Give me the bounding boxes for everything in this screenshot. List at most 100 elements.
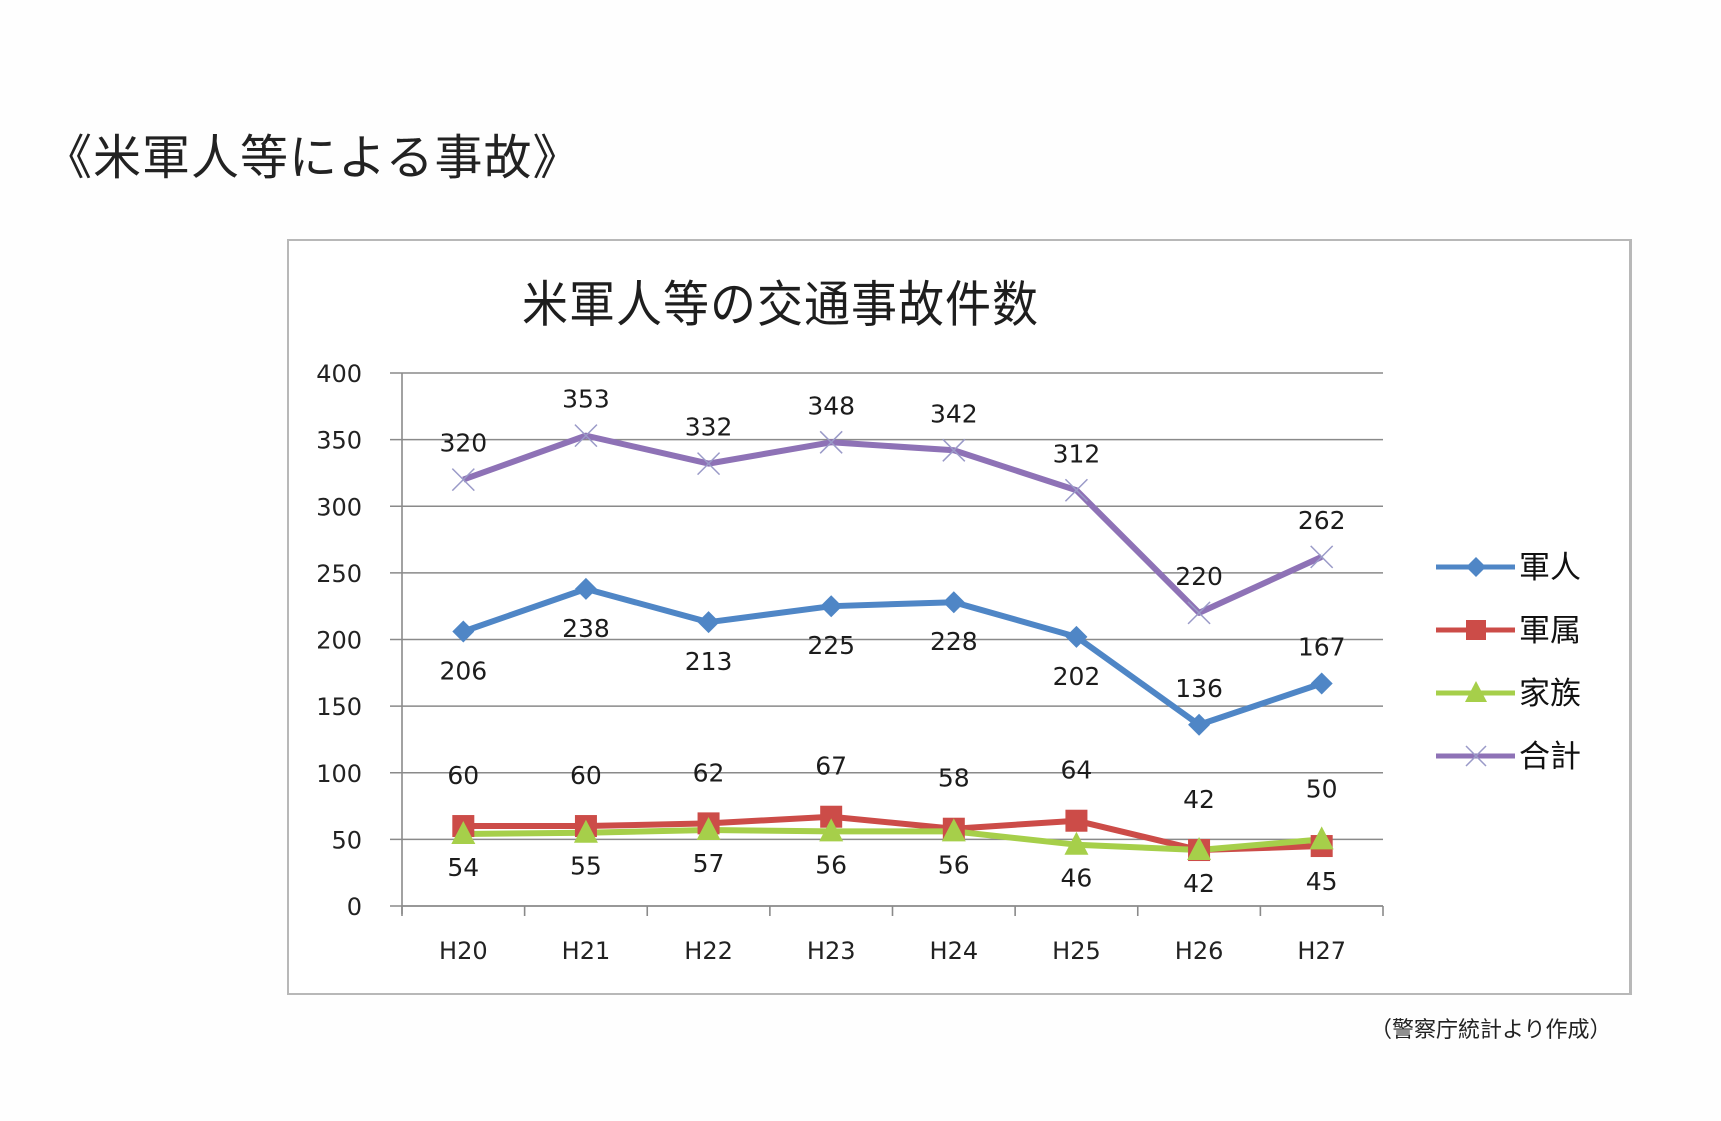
legend-item: 軍属 [1436,613,1581,649]
data-label: 228 [930,627,978,656]
data-label: 56 [938,850,970,879]
marker-x [1465,745,1487,767]
marker-triangle [696,817,721,841]
marker-x [574,424,598,448]
marker-diamond [574,577,597,600]
data-label: 202 [1053,662,1101,691]
data-label: 262 [1298,506,1346,535]
marker-diamond [1188,713,1211,736]
data-label: 57 [693,849,725,878]
y-tick-label: 300 [316,493,362,521]
data-label: 348 [807,391,855,420]
marker-square [1466,620,1486,640]
marker-x [819,430,843,454]
marker-square [1065,809,1088,832]
y-tick-label: 100 [316,760,362,788]
marker-triangle [573,819,598,843]
legend-label: 軍属 [1519,613,1581,649]
page-heading: 《米軍人等による事故》 [44,130,582,186]
data-label: 58 [938,764,970,793]
marker-diamond [1310,672,1333,695]
y-tick-label: 350 [316,427,362,455]
legend-label: 軍人 [1519,550,1581,586]
legend-item: 合計 [1436,739,1581,775]
data-label: 42 [1183,785,1215,814]
y-tick-label: 400 [316,360,362,388]
series-line-1 [462,585,1323,728]
data-labels: 320 353 332 348 342 312 220 262 206 238 213 225 228 2… [439,385,1345,898]
marker-triangle [1465,681,1487,702]
data-label: 55 [570,852,602,881]
legend-item: 軍人 [1436,550,1581,586]
data-label: 42 [1183,869,1215,898]
marker-square [820,805,843,828]
marker-triangle [1064,831,1089,855]
marker-x-stroke [942,438,966,462]
data-label: 213 [685,647,733,676]
marker-triangle [1187,837,1212,861]
marker-x-stroke [697,452,721,476]
y-tick-label: 150 [316,693,362,721]
series-line-3 [463,827,1322,854]
data-label: 136 [1175,674,1223,703]
y-tick-label: 0 [347,893,362,921]
marker-triangle [941,818,966,842]
y-tick-label: 200 [316,627,362,655]
x-tick-label: H25 [1052,937,1101,965]
data-label: 45 [1306,867,1338,896]
marker-diamond [942,591,965,614]
x-tick-label: H26 [1175,937,1224,965]
marker-triangle [819,818,844,842]
data-label: 56 [815,850,847,879]
marker-x [451,468,475,492]
data-label: 64 [1061,756,1093,785]
source-note: （警察庁統計より作成） [1370,1018,1612,1043]
marker-diamond [697,611,720,634]
marker-x-stroke [1187,601,1211,625]
data-label: 225 [807,631,855,660]
data-label: 332 [685,413,733,442]
y-axis-ticks: 0 50 100 150 200 250 300 350 400 [316,360,362,921]
data-label: 238 [562,614,610,643]
data-label: 54 [447,853,479,882]
marker-x-stroke [819,430,843,454]
data-label: 62 [693,758,725,787]
marker-x-stroke [1310,545,1334,569]
chart-title: 米軍人等の交通事故件数 [522,275,1039,334]
series-markers [451,424,1334,862]
marker-x-stroke [1465,745,1487,767]
marker-triangle [1309,826,1334,850]
marker-x [1064,478,1088,502]
x-tick-label: H22 [684,937,733,965]
y-tick-label: 250 [316,560,362,588]
marker-x [1187,601,1211,625]
data-label: 50 [1306,774,1338,803]
marker-triangle [451,821,476,845]
data-label: 60 [447,761,479,790]
x-tick-label: H20 [439,937,488,965]
axes [401,373,1384,916]
data-label: 206 [439,657,487,686]
data-label: 46 [1061,864,1093,893]
data-label: 167 [1298,632,1346,661]
data-label: 220 [1175,562,1223,591]
marker-diamond [1466,557,1486,577]
marker-diamond [820,595,843,618]
data-label: 353 [562,385,610,414]
data-label: 312 [1053,439,1101,468]
x-axis-ticks: H20 H21 H22 H23 H24 H25 H26 H27 [439,937,1346,965]
data-label: 342 [930,399,978,428]
legend-label: 家族 [1519,676,1581,712]
marker-x [942,438,966,462]
series-line-4 [462,432,1323,616]
x-tick-label: H27 [1297,937,1346,965]
marker-x-stroke [574,424,598,448]
data-label: 67 [815,752,847,781]
marker-diamond [452,620,475,643]
data-label: 320 [439,429,487,458]
legend-label: 合計 [1519,739,1581,775]
legend-item: 家族 [1436,676,1581,712]
x-tick-label: H24 [930,937,979,965]
